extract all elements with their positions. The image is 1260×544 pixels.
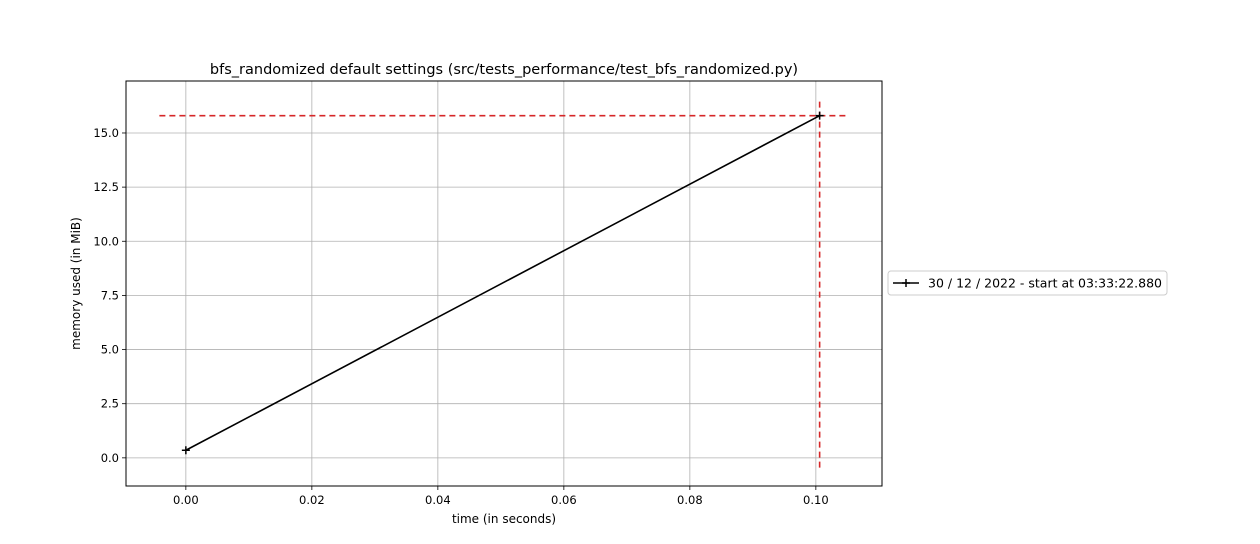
series-line	[185, 114, 821, 451]
y-tick-label: 2.5	[101, 397, 119, 411]
x-tick-label: 0.02	[299, 493, 325, 507]
y-axis-ticks: 0.0 2.5 5.0 7.5 10.0 12.5 15.0	[93, 126, 126, 465]
data-point	[181, 446, 190, 455]
x-tick-label: 0.10	[803, 493, 829, 507]
y-tick-label: 10.0	[93, 234, 119, 248]
y-axis-label: memory used (in MiB)	[69, 217, 83, 350]
legend-box	[887, 270, 1168, 296]
series-layer	[181, 111, 824, 455]
y-tick-label: 0.0	[101, 451, 119, 465]
legend: 30 / 12 / 2022 - start at 03:33:22.880	[887, 270, 1168, 296]
y-tick-label: 5.0	[101, 343, 119, 357]
data-point	[815, 111, 824, 120]
x-tick-label: 0.04	[425, 493, 451, 507]
chart-title: bfs_randomized default settings (src/tes…	[210, 62, 798, 78]
grid	[126, 81, 882, 486]
legend-entry-label: 30 / 12 / 2022 - start at 03:33:22.880	[928, 276, 1162, 291]
plot-frame	[125, 80, 883, 487]
x-tick-label: 0.08	[677, 493, 703, 507]
x-tick-label: 0.00	[173, 493, 199, 507]
x-axis-label: time (in seconds)	[452, 512, 556, 526]
y-tick-label: 7.5	[101, 288, 119, 302]
x-axis-ticks: 0.00 0.02 0.04 0.06 0.08 0.10	[173, 486, 829, 507]
x-tick-label: 0.06	[551, 493, 577, 507]
y-tick-label: 15.0	[93, 126, 119, 140]
peak-lines	[159, 98, 848, 468]
y-tick-label: 12.5	[93, 180, 119, 194]
